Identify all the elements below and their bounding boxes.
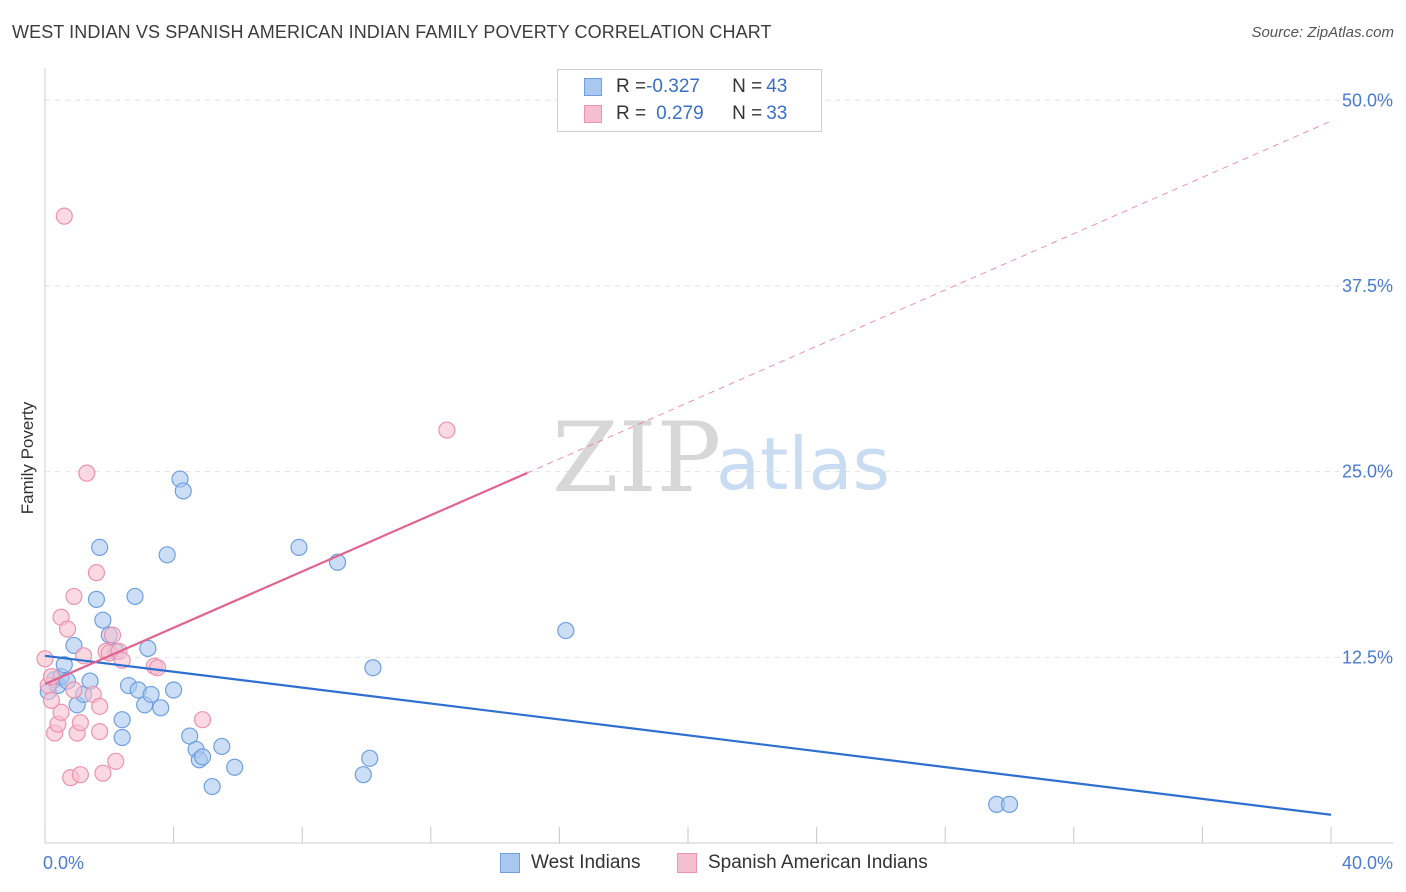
west-indians-points (39, 470, 1019, 813)
n-label: N = (732, 103, 763, 124)
west-indians-point (165, 681, 183, 699)
spanish-american-indians-point (55, 207, 73, 225)
west-indians-point (290, 538, 308, 556)
grid-lines (45, 99, 1393, 658)
blue-swatch-icon (584, 78, 602, 96)
watermark: ZIP atlas (552, 402, 890, 514)
west-indians-point (203, 777, 221, 796)
x-tick-label: 40.0% (1342, 853, 1393, 873)
spanish-american-indians-point (94, 764, 112, 782)
n-label: N = (732, 76, 763, 97)
legend-row-spanish-american-indians: R = 0.279 N = 33 (584, 103, 787, 125)
watermark-atlas: atlas (716, 422, 890, 506)
spanish-american-indians-point (42, 691, 61, 709)
watermark-zip: ZIP (552, 402, 721, 514)
west-indians-point (226, 758, 244, 776)
n-value: 33 (766, 103, 788, 124)
west-indians-point (1000, 795, 1019, 813)
legend-label: West Indians (531, 852, 641, 873)
west-indians-point (193, 748, 212, 766)
r-value: 0.279 (656, 103, 704, 124)
spanish-american-indians-point (438, 421, 456, 439)
spanish-american-indians-point (87, 564, 106, 582)
west-indians-trend-line (44, 654, 1332, 816)
west-indians-point (94, 611, 112, 629)
spanish-american-indians-point (65, 681, 83, 699)
west-indians-point (158, 546, 176, 564)
west-indians-point (113, 711, 131, 729)
spanish-american-indians-point (78, 464, 96, 482)
west-indians-point (142, 685, 160, 704)
y-tick-label: 12.5% (1342, 647, 1393, 667)
spanish-american-indians-point (91, 722, 109, 741)
spanish-american-indians-point (103, 626, 122, 644)
west-indians-point (91, 538, 109, 556)
spanish-american-indians-trend-extension (527, 120, 1332, 474)
spanish-american-indians-point (107, 752, 125, 770)
r-label: R = (616, 76, 647, 97)
legend-item-spanish-american-indians: Spanish American Indians (677, 852, 928, 874)
n-value: 43 (766, 76, 788, 97)
west-indians-point (174, 482, 192, 500)
source-label: Source: ZipAtlas.com (1251, 24, 1394, 41)
y-tick-label: 37.5% (1342, 276, 1393, 296)
x-tick-label: 0.0% (43, 853, 84, 873)
r-label: R = (616, 103, 647, 124)
west-indians-point (361, 749, 379, 767)
spanish-american-indians-point (36, 650, 54, 668)
axes (44, 68, 1393, 844)
west-indians-point (139, 639, 157, 658)
y-tick-label: 50.0% (1342, 90, 1393, 110)
legend-item-west-indians: West Indians (500, 852, 640, 874)
west-indians-point (113, 728, 131, 747)
west-indians-point (55, 656, 73, 674)
correlation-legend: R = -0.327 N = 43 R = 0.279 N = 33 (557, 69, 822, 132)
spanish-american-indians-trend-line (44, 471, 528, 686)
trend-lines (44, 120, 1332, 816)
tick-labels: 12.5% 25.0% 37.5% 50.0% 0.0% 40.0% (43, 90, 1393, 873)
legend-row-west-indians: R = -0.327 N = 43 (584, 76, 787, 98)
spanish-american-indians-point (71, 714, 89, 732)
spanish-american-indians-point (148, 659, 167, 677)
west-indians-point (152, 699, 170, 717)
r-value: -0.327 (646, 76, 700, 97)
pink-swatch-icon (677, 853, 697, 873)
pink-swatch-icon (584, 105, 602, 123)
west-indians-point (126, 587, 144, 606)
spanish-american-indians-point (193, 711, 212, 729)
spanish-american-indians-point (58, 620, 77, 638)
legend-label: Spanish American Indians (708, 852, 928, 873)
spanish-american-indians-points (36, 207, 456, 787)
west-indians-point (364, 659, 382, 677)
spanish-american-indians-point (91, 697, 109, 715)
spanish-american-indians-point (71, 766, 89, 784)
chart-title: WEST INDIAN VS SPANISH AMERICAN INDIAN F… (12, 22, 772, 42)
spanish-american-indians-point (65, 587, 83, 606)
west-indians-point (557, 621, 575, 640)
west-indians-point (213, 737, 231, 756)
west-indians-point (87, 590, 106, 608)
west-indians-point (354, 766, 372, 784)
y-tick-label: 25.0% (1342, 462, 1393, 482)
spanish-american-indians-point (52, 703, 70, 721)
blue-swatch-icon (500, 853, 520, 873)
